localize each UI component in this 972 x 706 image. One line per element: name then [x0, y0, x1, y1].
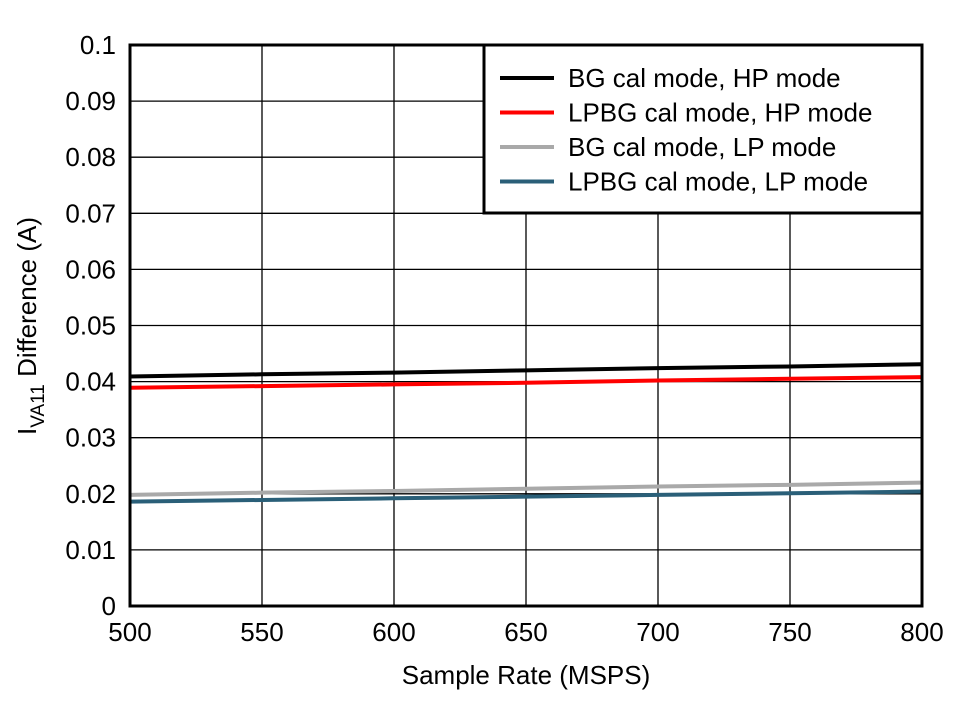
x-tick-label: 650 [504, 617, 547, 647]
x-tick-label: 800 [900, 617, 943, 647]
y-tick-label: 0.03 [65, 423, 116, 453]
y-tick-labels: 0 0.01 0.02 0.03 0.04 0.05 0.06 0.07 0.08 0.09 0.1 [65, 30, 116, 621]
legend: BG cal mode, HP mode LPBG cal mode, HP mo… [482, 43, 924, 215]
y-tick-label: 0.02 [65, 479, 116, 509]
legend-label: BG cal mode, HP mode [568, 63, 841, 93]
x-tick-label: 700 [636, 617, 679, 647]
x-tick-labels: 500 550 600 650 700 750 800 [108, 617, 943, 647]
legend-label: LPBG cal mode, LP mode [568, 167, 868, 197]
x-tick-label: 500 [108, 617, 151, 647]
y-tick-label: 0.01 [65, 535, 116, 565]
series-line-3 [129, 480, 923, 497]
y-tick-label: 0 [102, 591, 116, 621]
y-tick-label: 0.06 [65, 254, 116, 284]
y-tick-label: 0.04 [65, 367, 116, 397]
legend-label: LPBG cal mode, HP mode [568, 98, 872, 128]
legend-box [482, 43, 924, 215]
series-lines [129, 362, 923, 504]
y-tick-label: 0.1 [80, 30, 116, 60]
y-axis-label: IVA11 Difference (A) [12, 217, 49, 435]
y-tick-label: 0.08 [65, 142, 116, 172]
series-line-2 [129, 375, 923, 390]
series-line-4 [129, 489, 923, 504]
x-tick-label: 750 [768, 617, 811, 647]
legend-label: BG cal mode, LP mode [568, 132, 836, 162]
x-axis-label: Sample Rate (MSPS) [402, 660, 651, 690]
x-tick-label: 600 [372, 617, 415, 647]
y-tick-label: 0.05 [65, 311, 116, 341]
x-tick-label: 550 [240, 617, 283, 647]
series-line-1 [129, 362, 923, 379]
y-tick-label: 0.09 [65, 86, 116, 116]
y-tick-label: 0.07 [65, 198, 116, 228]
